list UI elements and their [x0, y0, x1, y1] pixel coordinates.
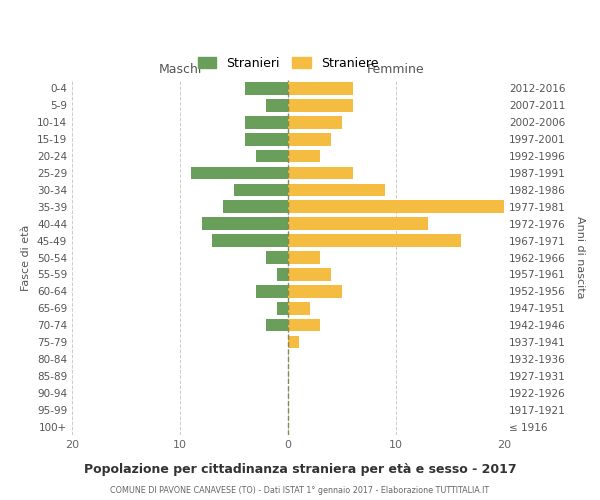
- Bar: [288, 150, 320, 162]
- Bar: [288, 184, 385, 196]
- Bar: [256, 150, 288, 162]
- Bar: [191, 166, 288, 179]
- Bar: [288, 251, 320, 264]
- Text: Popolazione per cittadinanza straniera per età e sesso - 2017: Popolazione per cittadinanza straniera p…: [83, 462, 517, 475]
- Y-axis label: Anni di nascita: Anni di nascita: [575, 216, 585, 298]
- Bar: [288, 166, 353, 179]
- Bar: [245, 133, 288, 145]
- Bar: [288, 319, 320, 332]
- Bar: [202, 218, 288, 230]
- Bar: [288, 116, 342, 128]
- Text: Femmine: Femmine: [367, 64, 425, 76]
- Bar: [256, 285, 288, 298]
- Bar: [288, 336, 299, 348]
- Text: COMUNE DI PAVONE CANAVESE (TO) - Dati ISTAT 1° gennaio 2017 - Elaborazione TUTTI: COMUNE DI PAVONE CANAVESE (TO) - Dati IS…: [110, 486, 490, 495]
- Bar: [288, 302, 310, 314]
- Bar: [266, 251, 288, 264]
- Bar: [277, 268, 288, 280]
- Bar: [277, 302, 288, 314]
- Bar: [288, 99, 353, 112]
- Bar: [288, 234, 461, 247]
- Bar: [288, 82, 353, 95]
- Bar: [288, 133, 331, 145]
- Bar: [212, 234, 288, 247]
- Bar: [288, 218, 428, 230]
- Bar: [288, 285, 342, 298]
- Text: Maschi: Maschi: [158, 64, 202, 76]
- Bar: [288, 200, 504, 213]
- Bar: [266, 319, 288, 332]
- Bar: [245, 116, 288, 128]
- Y-axis label: Fasce di età: Fasce di età: [22, 224, 31, 290]
- Bar: [223, 200, 288, 213]
- Bar: [266, 99, 288, 112]
- Legend: Stranieri, Straniere: Stranieri, Straniere: [191, 50, 385, 76]
- Bar: [245, 82, 288, 95]
- Bar: [234, 184, 288, 196]
- Bar: [288, 268, 331, 280]
